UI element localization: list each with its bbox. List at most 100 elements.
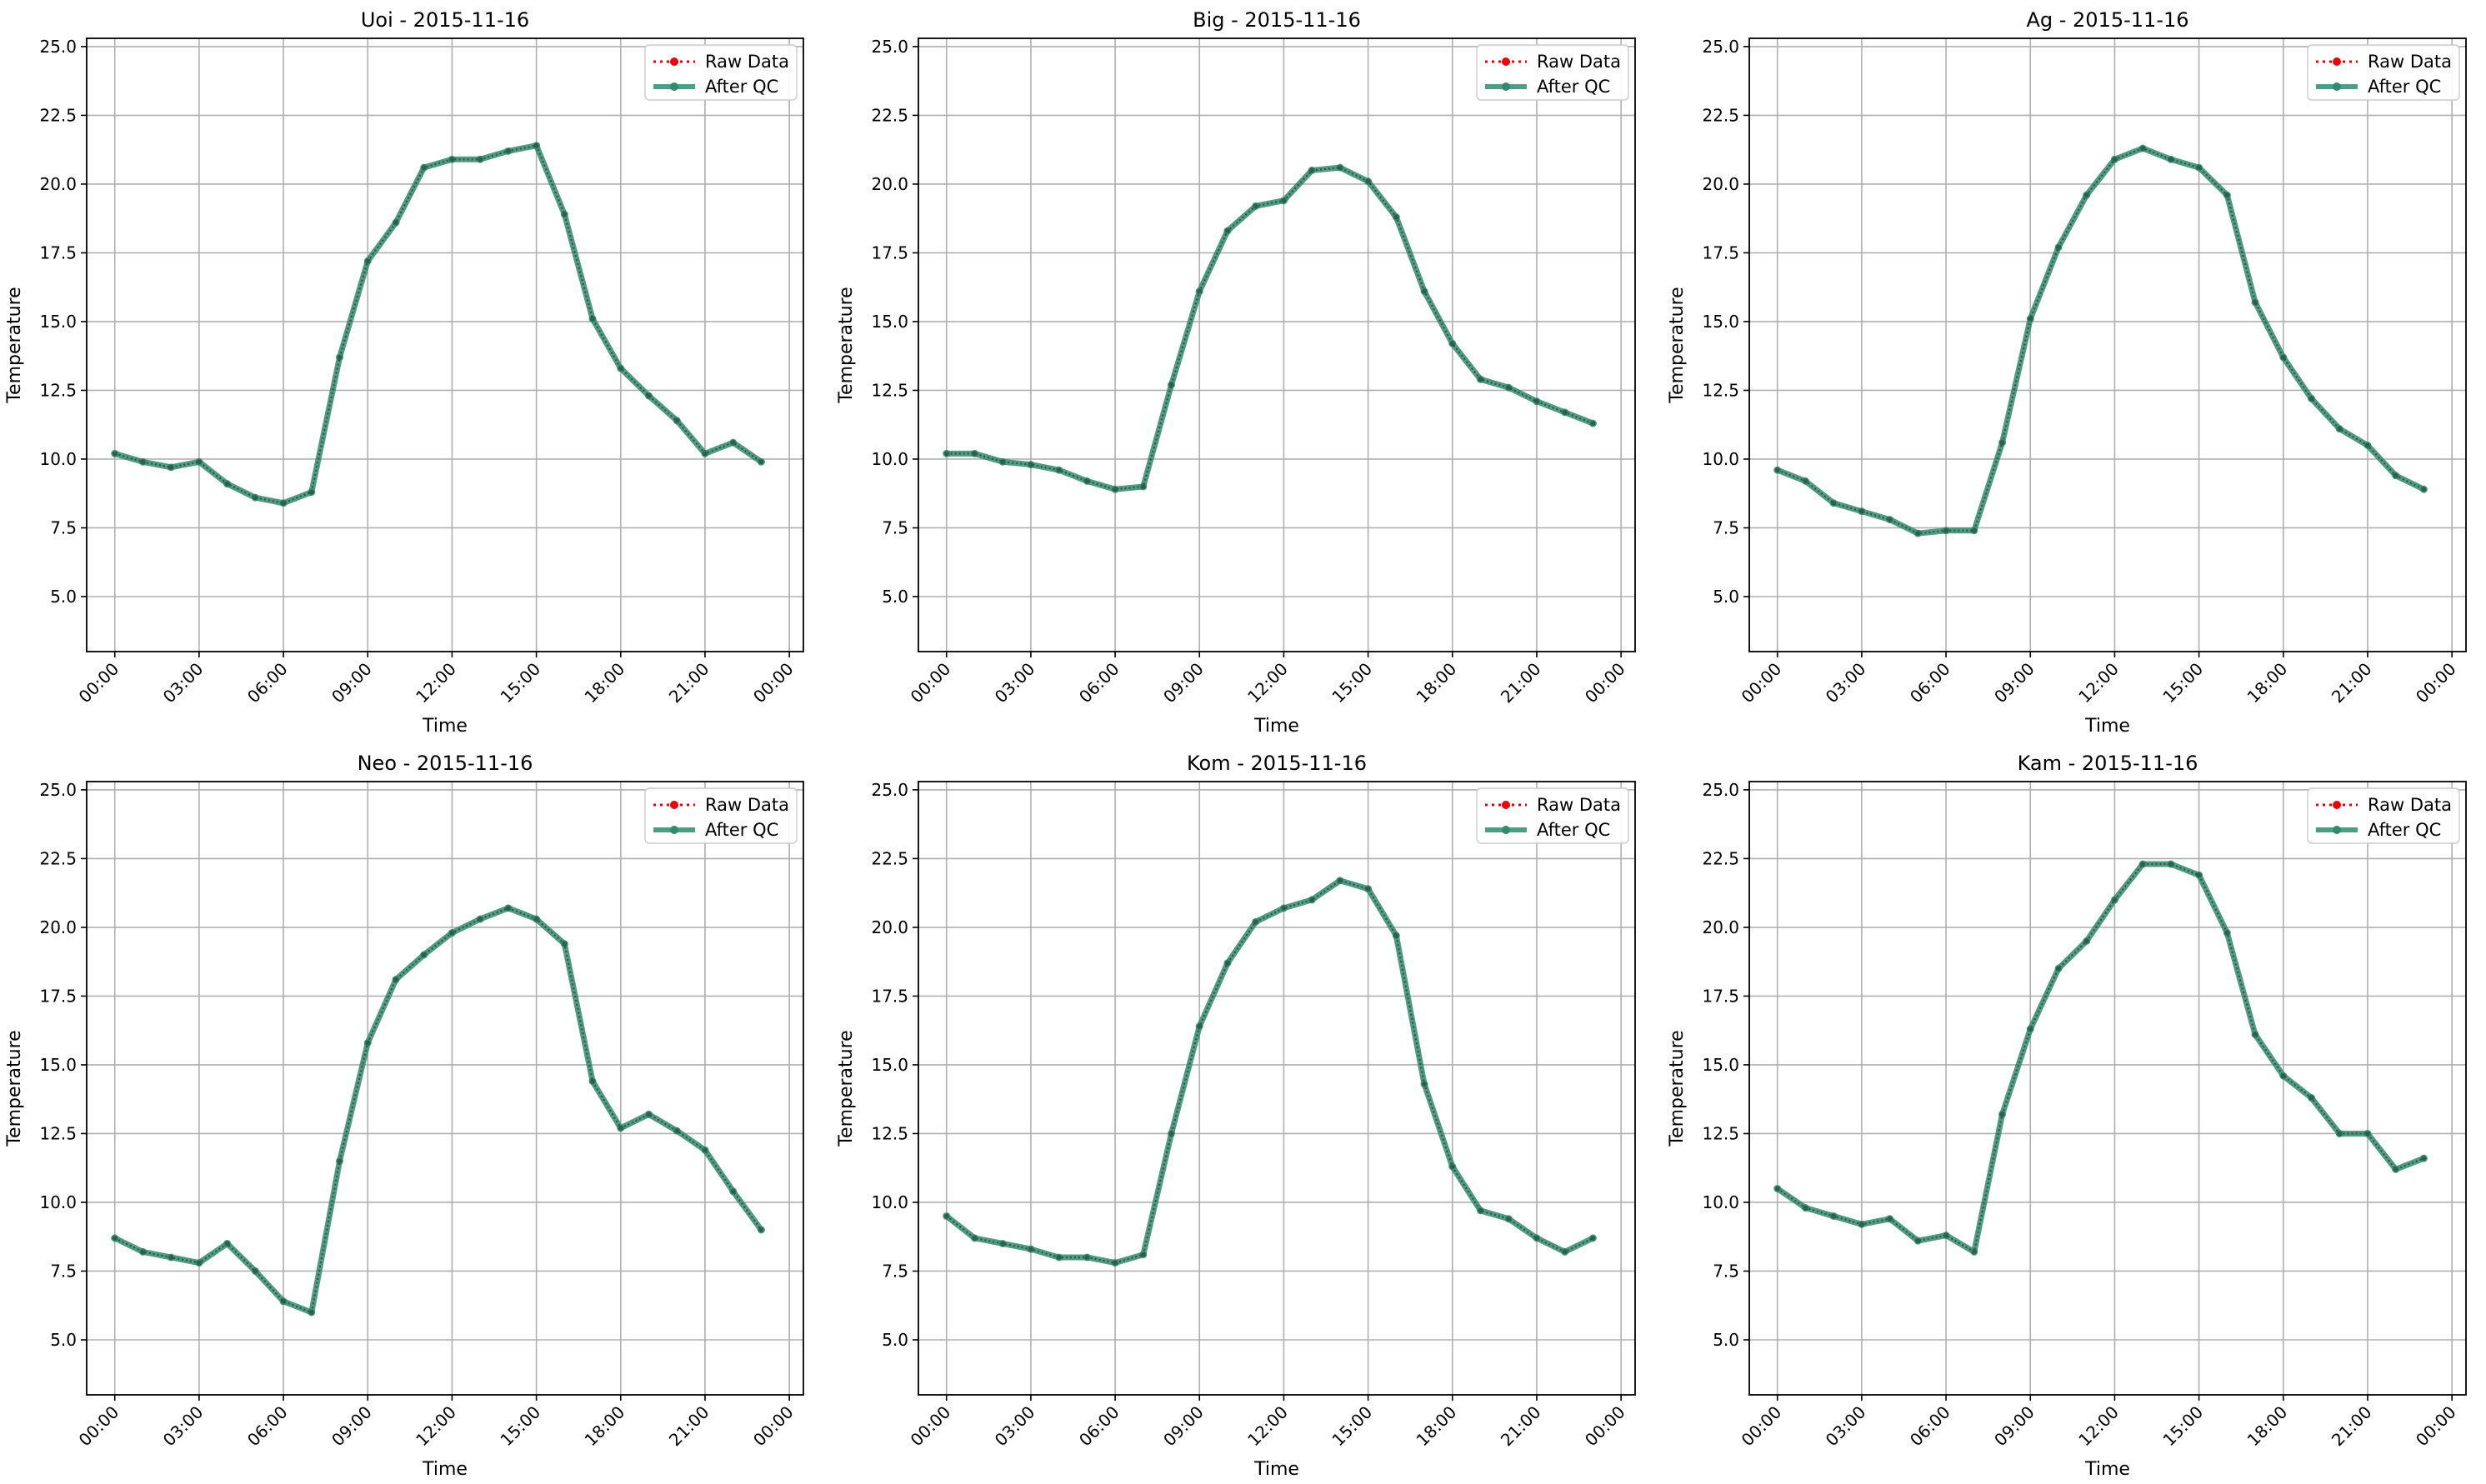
data-point-raw-data: [2055, 966, 2061, 972]
data-point-raw-data: [1590, 1235, 1596, 1241]
legend-label-after-qc: After QC: [1537, 77, 1610, 97]
data-point-raw-data: [253, 1268, 258, 1274]
data-point-raw-data: [112, 451, 118, 457]
data-point-raw-data: [2364, 442, 2370, 448]
data-point-raw-data: [730, 1188, 736, 1194]
series-line-raw-data: [1777, 147, 2424, 535]
legend-label-raw-data: Raw Data: [705, 795, 789, 815]
x-tick-label: 00:00: [907, 659, 955, 707]
data-point-raw-data: [337, 1158, 343, 1164]
x-tick-label: 00:00: [2412, 659, 2460, 707]
legend-marker-raw-data: [1502, 57, 1510, 66]
data-point-raw-data: [1253, 203, 1258, 209]
data-point-raw-data: [1887, 517, 1893, 522]
y-tick-label: 15.0: [39, 1055, 77, 1075]
x-tick-label: 15:00: [1328, 659, 1376, 707]
y-tick-label: 25.0: [871, 780, 908, 800]
y-tick-label: 25.0: [1702, 37, 1739, 57]
data-point-raw-data: [972, 451, 978, 457]
data-point-raw-data: [365, 1040, 371, 1046]
data-point-raw-data: [1803, 1205, 1808, 1211]
y-tick-label: 10.0: [871, 1192, 908, 1212]
legend-label-after-qc: After QC: [1537, 820, 1610, 840]
data-point-raw-data: [196, 459, 202, 465]
y-tick-label: 12.5: [871, 1123, 908, 1143]
data-point-raw-data: [1365, 886, 1371, 892]
x-tick-label: 03:00: [159, 659, 208, 707]
x-tick-label: 21:00: [665, 659, 713, 707]
legend-marker-raw-data: [2333, 57, 2341, 66]
axes-frame: [86, 781, 804, 1396]
data-point-raw-data: [449, 930, 455, 936]
y-tick-label: 7.5: [882, 1261, 908, 1281]
data-point-raw-data: [1168, 1131, 1174, 1137]
y-tick-label: 12.5: [1702, 1123, 1739, 1143]
x-tick-label: 21:00: [2328, 659, 2376, 707]
legend-marker-after-qc: [2333, 826, 2341, 834]
data-point-raw-data: [1506, 385, 1512, 391]
x-tick-label: 09:00: [328, 1402, 376, 1451]
x-tick-label: 12:00: [1243, 659, 1292, 707]
series-line-raw-data: [946, 879, 1593, 1264]
panel-5: Kom - 2015-11-16 00:00 03:00 06:00 09:00 12:0…: [836, 752, 1636, 1480]
y-tick-label: 25.0: [1702, 780, 1739, 800]
legend: Raw Data After QC: [644, 44, 798, 101]
y-tick-label: 20.0: [871, 174, 908, 194]
y-axis-label: Temperature: [4, 1030, 25, 1147]
legend: Raw Data After QC: [2307, 44, 2460, 101]
y-tick-label: 12.5: [39, 380, 77, 400]
y-tick-label: 5.0: [1713, 587, 1739, 607]
data-point-raw-data: [562, 212, 568, 217]
data-point-raw-data: [2280, 354, 2286, 360]
legend-marker-raw-data: [670, 57, 678, 66]
data-point-raw-data: [943, 1213, 949, 1219]
data-point-raw-data: [2308, 1095, 2314, 1101]
data-point-raw-data: [2224, 192, 2230, 198]
data-point-raw-data: [1449, 1164, 1455, 1170]
data-point-raw-data: [2224, 930, 2230, 936]
data-point-raw-data: [2421, 487, 2427, 492]
data-point-raw-data: [1224, 960, 1230, 966]
x-tick-label: 18:00: [581, 1402, 629, 1451]
data-point-raw-data: [1028, 1247, 1033, 1252]
data-point-raw-data: [758, 1227, 764, 1232]
x-tick-label: 03:00: [991, 659, 1039, 707]
x-tick-label: 18:00: [2243, 659, 2292, 707]
data-point-raw-data: [2253, 299, 2258, 305]
data-point-raw-data: [1971, 527, 1977, 533]
y-tick-label: 15.0: [1702, 1055, 1739, 1075]
y-axis-label: Temperature: [1667, 287, 1688, 403]
y-tick-label: 17.5: [39, 242, 77, 262]
x-tick-label: 00:00: [749, 659, 798, 707]
data-point-raw-data: [646, 1112, 652, 1117]
x-tick-label: 09:00: [1990, 659, 2038, 707]
data-point-raw-data: [224, 481, 230, 487]
x-axis-label: Time: [2084, 716, 2130, 737]
data-point-raw-data: [1140, 483, 1146, 489]
x-tick-label: 21:00: [665, 1402, 713, 1451]
x-tick-label: 21:00: [1497, 1402, 1545, 1451]
data-point-raw-data: [2393, 472, 2398, 478]
panel-title: Neo - 2015-11-16: [358, 752, 533, 775]
axes-frame: [1748, 37, 2467, 652]
data-point-raw-data: [1168, 382, 1174, 387]
panel-4: Neo - 2015-11-16 00:00 03:00 06:00 09:00 12:0…: [4, 752, 804, 1480]
legend-marker-after-qc: [2333, 82, 2341, 91]
x-tick-label: 18:00: [1413, 1402, 1461, 1451]
data-point-raw-data: [2140, 862, 2146, 867]
x-tick-label: 00:00: [1581, 659, 1629, 707]
x-tick-label: 21:00: [1497, 659, 1545, 707]
data-point-raw-data: [224, 1241, 230, 1247]
data-point-raw-data: [168, 464, 174, 470]
data-point-raw-data: [943, 451, 949, 457]
legend-marker-after-qc: [1502, 82, 1510, 91]
x-tick-label: 03:00: [1822, 1402, 1870, 1451]
x-axis-label: Time: [2084, 1459, 2130, 1480]
x-tick-label: 06:00: [243, 1402, 292, 1451]
y-tick-label: 10.0: [1702, 449, 1739, 469]
data-point-raw-data: [1943, 1232, 1949, 1238]
data-point-raw-data: [1831, 1213, 1837, 1219]
legend-label-raw-data: Raw Data: [705, 52, 789, 72]
series-line-raw-data: [114, 907, 763, 1314]
y-tick-label: 5.0: [1713, 1330, 1739, 1350]
